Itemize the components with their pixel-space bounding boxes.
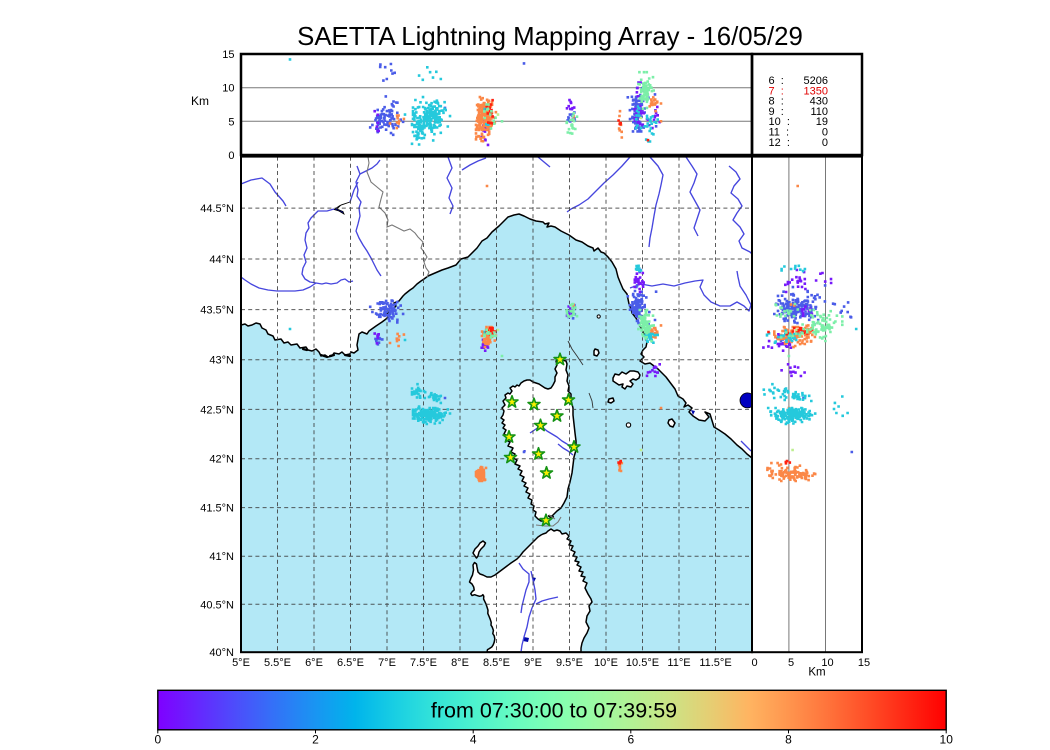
svg-text:40.5°N: 40.5°N bbox=[200, 599, 234, 611]
svg-text:7°E: 7°E bbox=[378, 657, 396, 669]
svg-text:430: 430 bbox=[810, 96, 828, 108]
svg-text:6°E: 6°E bbox=[305, 657, 323, 669]
svg-text:43.5°N: 43.5°N bbox=[200, 305, 234, 317]
svg-text:11 :: 11 : bbox=[769, 127, 790, 139]
svg-text:8 :: 8 : bbox=[769, 96, 784, 108]
svg-text:4: 4 bbox=[470, 733, 477, 747]
svg-text:Km: Km bbox=[191, 94, 209, 108]
svg-text:9 :: 9 : bbox=[769, 106, 784, 118]
svg-text:7.5°E: 7.5°E bbox=[410, 657, 437, 669]
svg-text:12 :: 12 : bbox=[769, 137, 790, 149]
svg-text:0: 0 bbox=[228, 150, 234, 162]
svg-text:5°E: 5°E bbox=[232, 657, 250, 669]
svg-text:0: 0 bbox=[154, 733, 161, 747]
svg-text:8°E: 8°E bbox=[451, 657, 469, 669]
svg-text:0: 0 bbox=[822, 137, 828, 149]
svg-text:11°E: 11°E bbox=[667, 657, 690, 669]
svg-text:10 :: 10 : bbox=[769, 116, 790, 128]
svg-text:0: 0 bbox=[822, 127, 828, 139]
svg-text:5.5°E: 5.5°E bbox=[264, 657, 291, 669]
svg-text:7 :: 7 : bbox=[769, 85, 784, 97]
svg-text:41°N: 41°N bbox=[209, 551, 234, 563]
svg-text:from 07:30:00 to 07:39:59: from 07:30:00 to 07:39:59 bbox=[431, 699, 677, 723]
svg-text:8: 8 bbox=[785, 733, 792, 747]
svg-text:15: 15 bbox=[222, 49, 234, 61]
svg-text:40°N: 40°N bbox=[209, 647, 234, 659]
svg-text:2: 2 bbox=[312, 733, 319, 747]
svg-text:11.5°E: 11.5°E bbox=[699, 657, 731, 669]
svg-text:1350: 1350 bbox=[804, 85, 828, 97]
svg-text:0: 0 bbox=[751, 657, 757, 669]
svg-text:41.5°N: 41.5°N bbox=[200, 503, 234, 515]
svg-text:5206: 5206 bbox=[804, 75, 828, 87]
svg-text:6.5°E: 6.5°E bbox=[337, 657, 364, 669]
svg-text:19: 19 bbox=[816, 116, 828, 128]
svg-text:9.5°E: 9.5°E bbox=[556, 657, 583, 669]
svg-text:110: 110 bbox=[810, 106, 828, 118]
svg-text:10°E: 10°E bbox=[594, 657, 618, 669]
svg-text:15: 15 bbox=[858, 657, 870, 669]
svg-text:6 :: 6 : bbox=[769, 75, 784, 87]
svg-text:10: 10 bbox=[940, 733, 954, 747]
svg-text:Km: Km bbox=[808, 667, 825, 679]
svg-text:10: 10 bbox=[222, 83, 234, 95]
svg-text:43°N: 43°N bbox=[209, 355, 234, 367]
svg-text:10.5°E: 10.5°E bbox=[626, 657, 659, 669]
svg-text:5: 5 bbox=[788, 657, 794, 669]
svg-text:6: 6 bbox=[627, 733, 634, 747]
svg-text:10: 10 bbox=[821, 657, 833, 669]
svg-text:SAETTA Lightning Mapping Array: SAETTA Lightning Mapping Array - 16/05/2… bbox=[297, 23, 803, 51]
svg-text:42°N: 42°N bbox=[209, 454, 234, 466]
svg-text:42.5°N: 42.5°N bbox=[200, 404, 234, 416]
svg-text:8.5°E: 8.5°E bbox=[483, 657, 510, 669]
svg-text:44°N: 44°N bbox=[209, 254, 234, 266]
svg-text:44.5°N: 44.5°N bbox=[200, 203, 234, 215]
svg-text:5: 5 bbox=[228, 116, 234, 128]
svg-text:9°E: 9°E bbox=[524, 657, 542, 669]
